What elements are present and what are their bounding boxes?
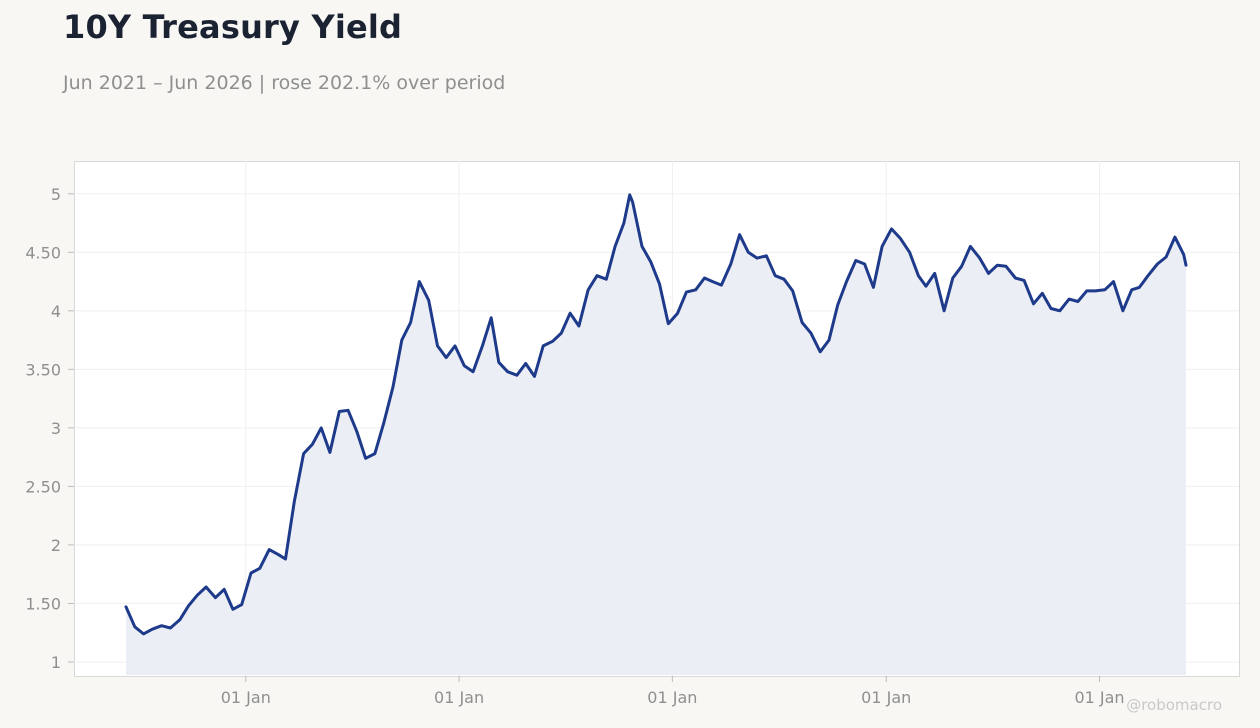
y-tick-label: 5	[51, 185, 61, 204]
chart-title: 10Y Treasury Yield	[63, 8, 403, 46]
y-tick-label: 4.50	[25, 243, 61, 262]
watermark: @robomacro	[1126, 696, 1222, 714]
area-fill	[126, 194, 1186, 675]
y-axis: 1 1.50 2 2.50 3 3.50 4 4.50 5	[25, 185, 74, 672]
x-tick-label: 01 Jan	[434, 688, 484, 707]
y-tick-label: 4	[51, 302, 61, 321]
y-tick-label: 1.50	[25, 594, 61, 613]
y-tick-label: 2.50	[25, 477, 61, 496]
x-tick-label: 01 Jan	[861, 688, 911, 707]
x-axis: 01 Jan 01 Jan 01 Jan 01 Jan 01 Jan	[221, 676, 1125, 707]
y-tick-label: 2	[51, 536, 61, 555]
y-tick-label: 1	[51, 653, 61, 672]
x-tick-label: 01 Jan	[221, 688, 271, 707]
x-tick-label: 01 Jan	[647, 688, 697, 707]
y-tick-label: 3.50	[25, 360, 61, 379]
y-tick-label: 3	[51, 419, 61, 438]
x-tick-label: 01 Jan	[1074, 688, 1124, 707]
series-line	[124, 193, 1188, 636]
chart-subtitle: Jun 2021 – Jun 2026 | rose 202.1% over p…	[63, 72, 506, 94]
